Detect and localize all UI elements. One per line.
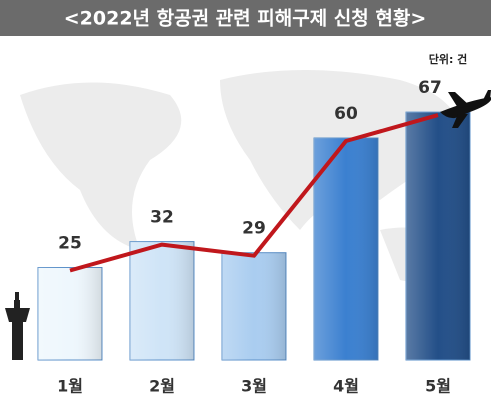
chart-title: <2022년 항공권 관련 피해구제 신청 현황>	[64, 7, 427, 30]
data-label: 25	[58, 234, 82, 254]
bar-shade	[314, 138, 378, 360]
data-label: 29	[242, 219, 266, 239]
x-tick-label: 1월	[57, 377, 83, 396]
airplane-icon	[440, 90, 491, 128]
bar-shade	[130, 241, 194, 360]
bar-shade	[222, 252, 286, 360]
x-tick-label: 3월	[241, 377, 267, 396]
data-label: 67	[418, 78, 442, 98]
bar-shade	[38, 267, 102, 360]
x-tick-label: 2월	[149, 377, 175, 396]
bar-shade	[406, 112, 470, 360]
title-bar	[0, 0, 491, 36]
tower-icon	[5, 292, 30, 360]
trend-line	[69, 113, 439, 273]
world-map	[20, 70, 462, 282]
x-tick-label: 5월	[425, 377, 451, 396]
x-tick-label: 4월	[333, 377, 359, 396]
data-label: 32	[150, 208, 174, 228]
unit-label: 단위: 건	[429, 52, 468, 66]
data-label: 60	[334, 104, 358, 124]
